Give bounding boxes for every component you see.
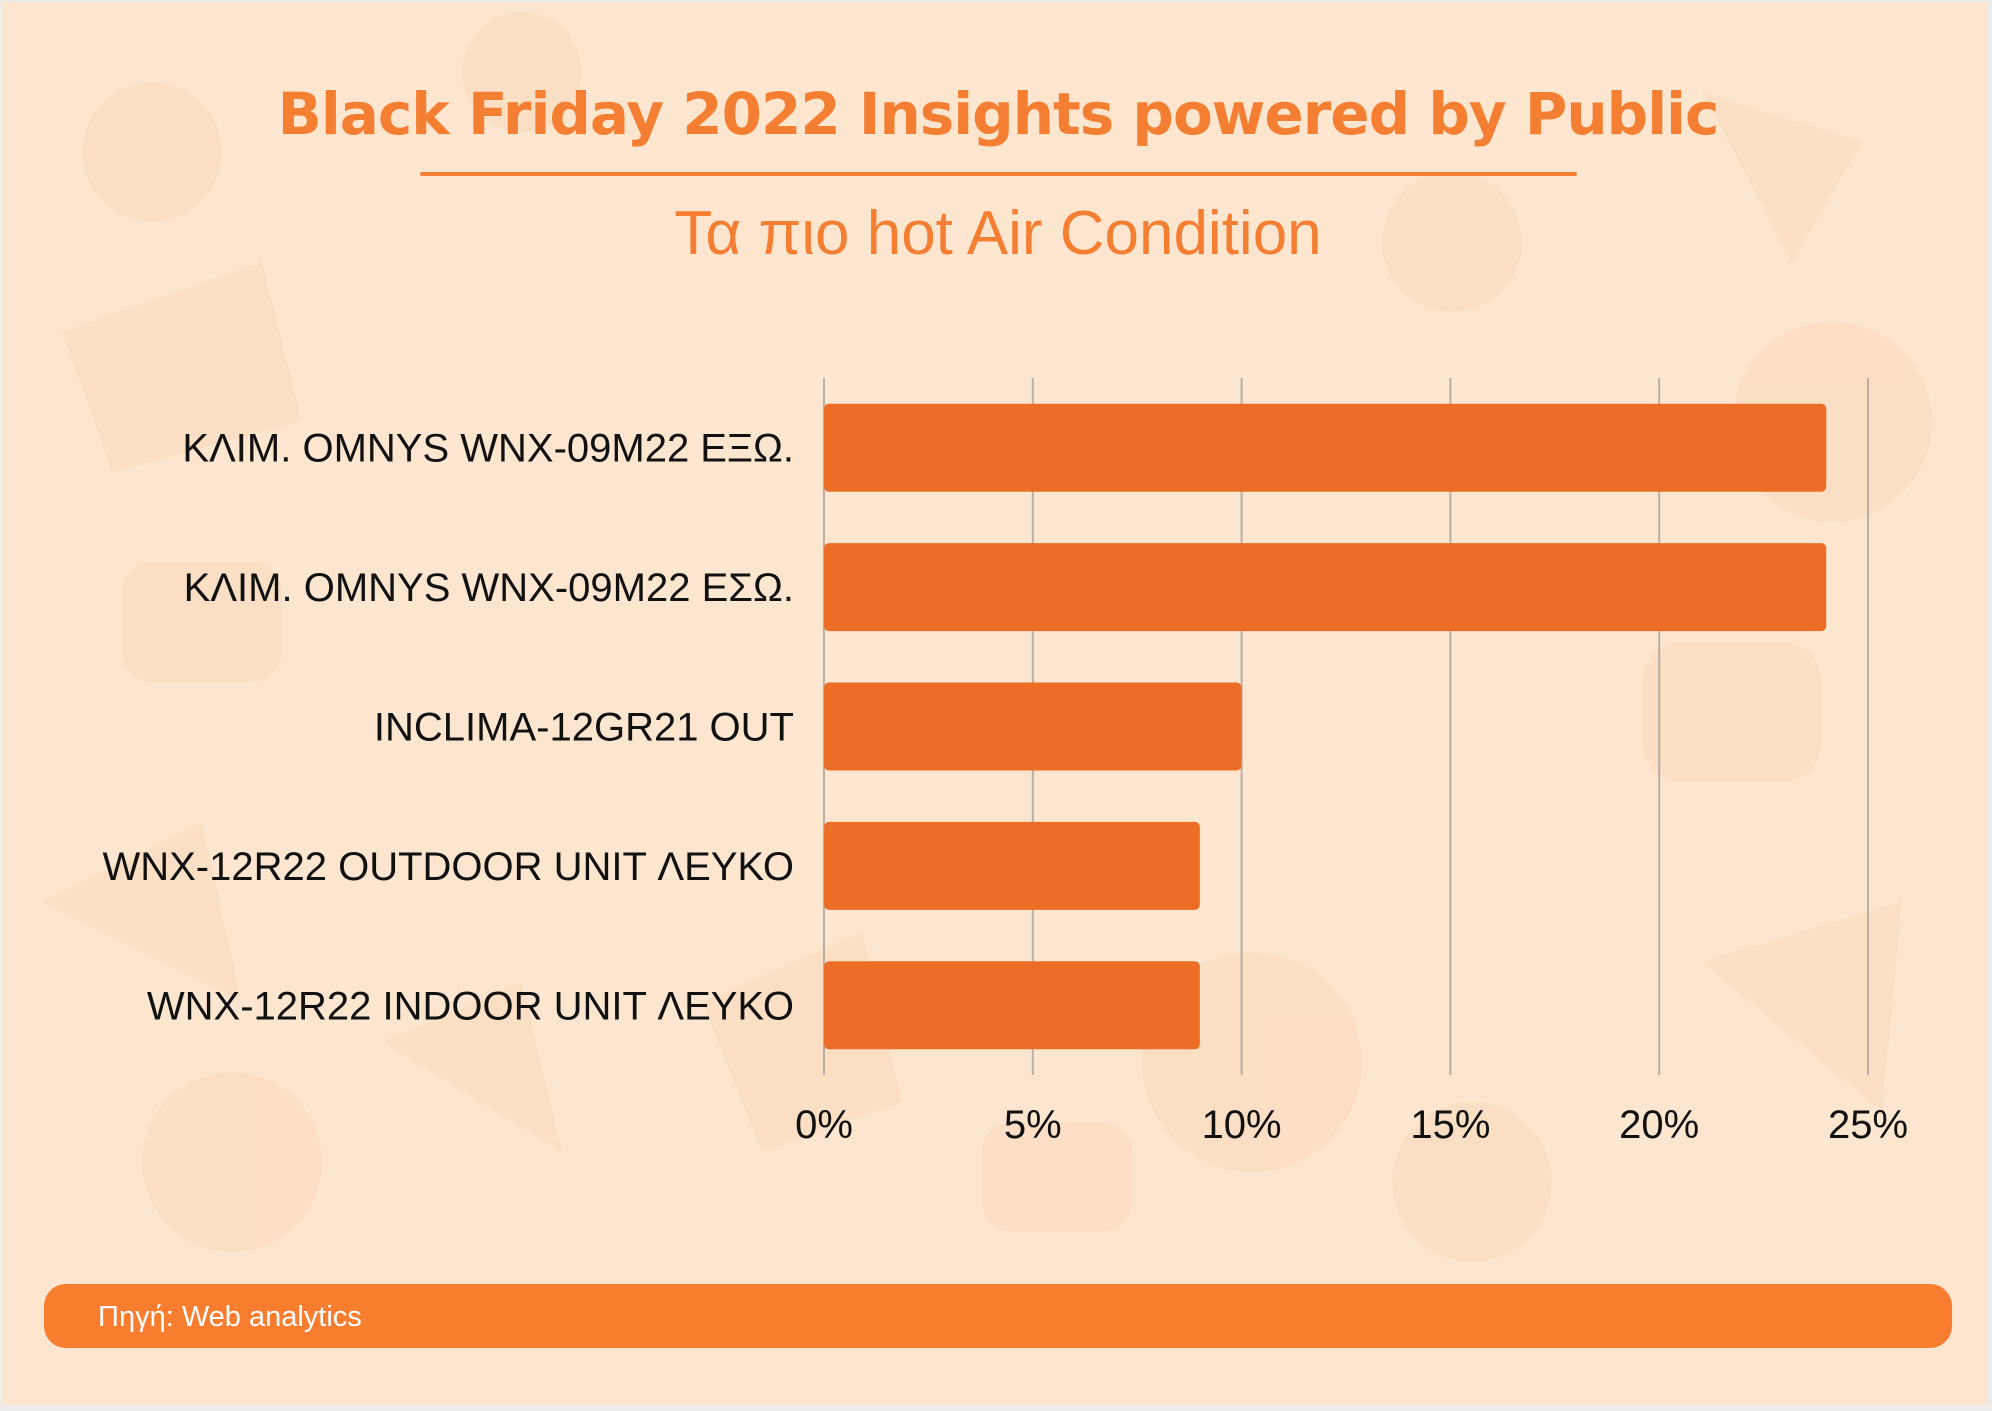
category-label: ΚΛΙΜ. OMNYS WNX-09M22 ΕΞΩ. — [182, 427, 794, 471]
x-tick-label: 10% — [1202, 1103, 1282, 1147]
x-tick-label: 5% — [1004, 1103, 1062, 1147]
bar — [824, 543, 1827, 632]
source-footer: Πηγή: Web analytics — [44, 1284, 1952, 1348]
x-axis-ticks: 0% 5% 10% 15% 20% 25% — [795, 1103, 1908, 1147]
bar-chart: ΚΛΙΜ. OMNYS WNX-09M22 ΕΞΩ. ΚΛΙΜ. OMNYS WN… — [102, 378, 1908, 1147]
category-label: WNX-12R22 OUTDOOR UNIT ΛΕΥΚΟ — [102, 845, 794, 889]
bar — [824, 821, 1200, 910]
bar — [824, 403, 1827, 492]
x-tick-label: 15% — [1410, 1103, 1490, 1147]
title-divider — [420, 172, 1577, 176]
bar — [824, 961, 1200, 1050]
source-text: Πηγή: Web analytics — [98, 1301, 362, 1333]
bar — [824, 682, 1242, 771]
x-tick-label: 20% — [1619, 1103, 1699, 1147]
bars — [824, 403, 1827, 1050]
x-tick-label: 25% — [1828, 1103, 1908, 1147]
infographic-title: Black Friday 2022 Insights powered by Pu… — [277, 80, 1720, 148]
category-label: ΚΛΙΜ. OMNYS WNX-09M22 ΕΣΩ. — [184, 566, 794, 610]
category-labels: ΚΛΙΜ. OMNYS WNX-09M22 ΕΞΩ. ΚΛΙΜ. OMNYS WN… — [102, 427, 794, 1029]
category-label: WNX-12R22 INDOOR UNIT ΛΕΥΚΟ — [147, 984, 794, 1028]
chart-subtitle: Τα πιο hot Air Condition — [674, 199, 1322, 268]
x-tick-label: 0% — [795, 1103, 853, 1147]
category-label: INCLIMA-12GR21 OUT — [374, 706, 794, 750]
